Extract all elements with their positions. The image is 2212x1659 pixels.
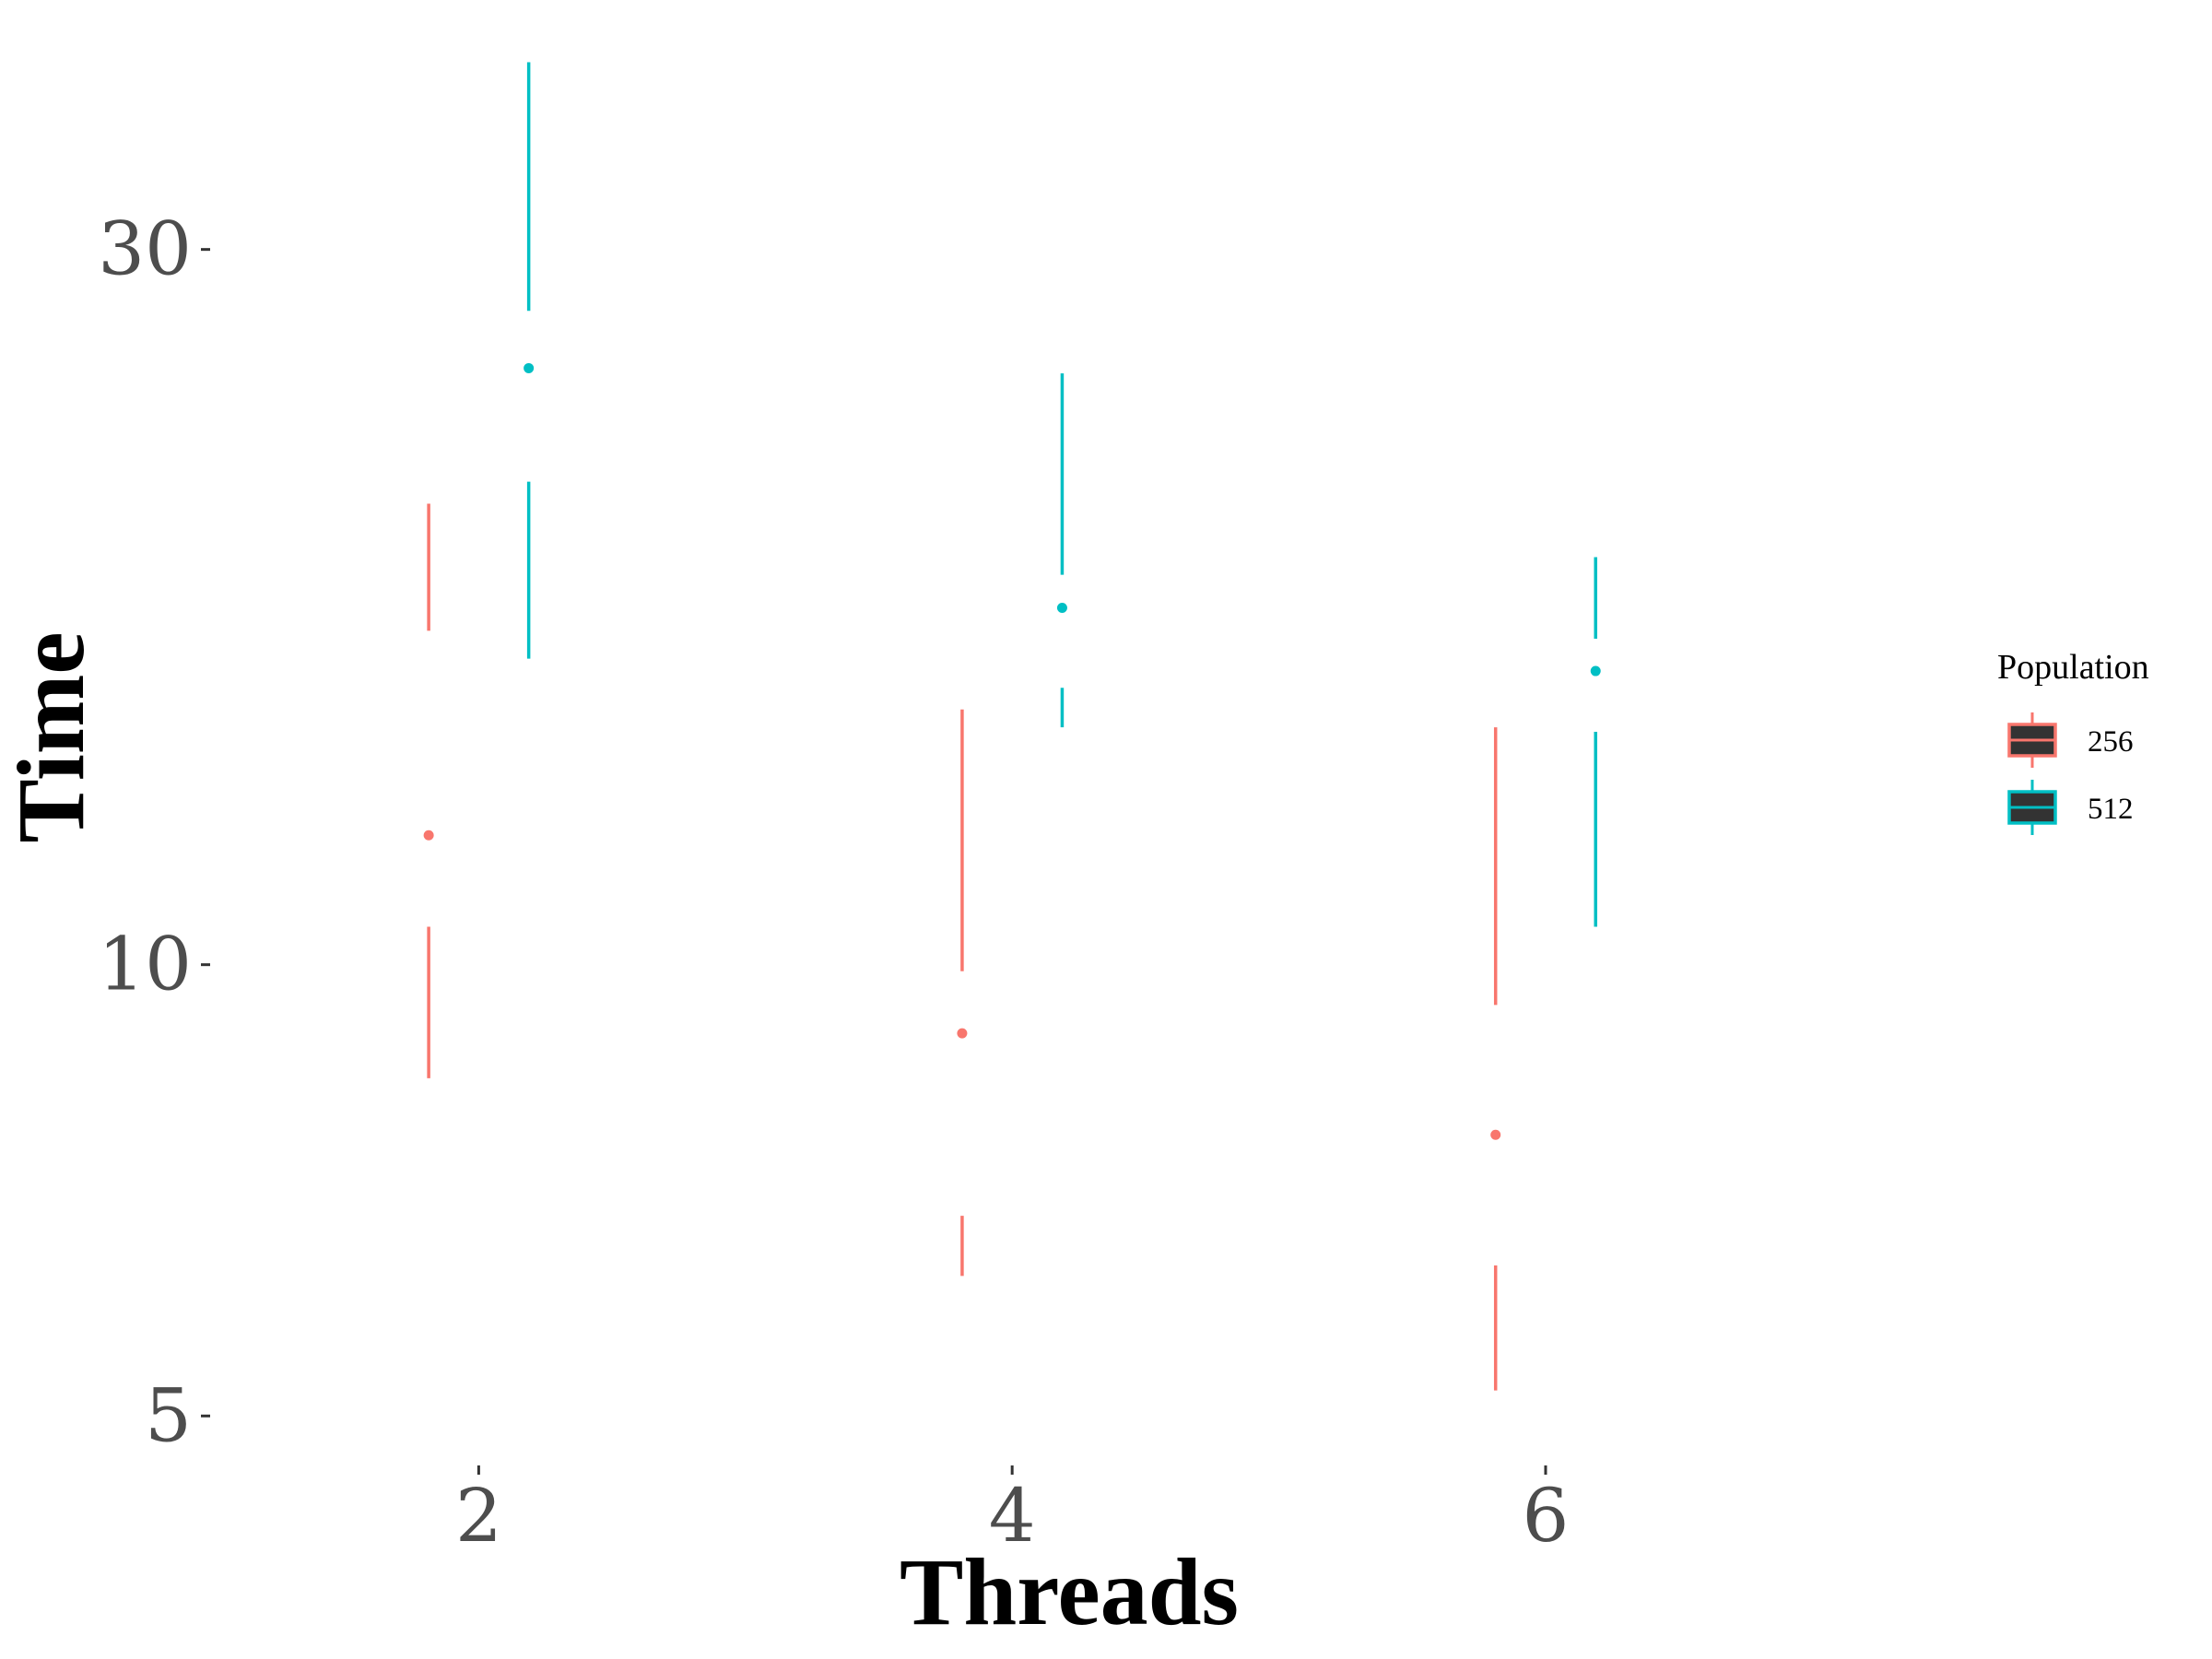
y-axis-title: Time: [0, 631, 104, 842]
box-256-threads-4: [957, 709, 968, 1277]
median-point: [524, 362, 535, 373]
median-point: [423, 830, 434, 841]
legend-item-256: 256: [2007, 712, 2134, 768]
x-tick-label: 4: [989, 1473, 1036, 1559]
x-tick-label: 6: [1523, 1473, 1570, 1559]
y-axis: 5 10 30: [98, 206, 210, 1458]
x-axis-title: Threads: [900, 1539, 1239, 1645]
legend: Population 256 512: [1997, 648, 2149, 835]
box-512-threads-2: [524, 62, 535, 659]
y-tick-label: 10: [98, 922, 192, 1007]
box-256-threads-2: [423, 503, 434, 1078]
median-point: [1056, 603, 1067, 614]
box-256-threads-6: [1490, 727, 1501, 1391]
legend-title: Population: [1997, 648, 2149, 687]
box-512-threads-4: [1056, 373, 1067, 728]
plot-area: [423, 62, 1601, 1391]
box-512-threads-6: [1590, 557, 1601, 927]
median-point: [1590, 665, 1601, 677]
median-point: [957, 1028, 968, 1039]
x-axis: 2 4 6: [455, 1465, 1569, 1559]
legend-label: 512: [2088, 793, 2134, 826]
y-tick-label: 30: [98, 206, 192, 292]
median-point: [1490, 1129, 1501, 1140]
x-tick-label: 2: [455, 1473, 502, 1559]
y-tick-label: 5: [145, 1372, 192, 1458]
legend-label: 256: [2088, 725, 2134, 759]
legend-item-512: 512: [2007, 780, 2134, 835]
